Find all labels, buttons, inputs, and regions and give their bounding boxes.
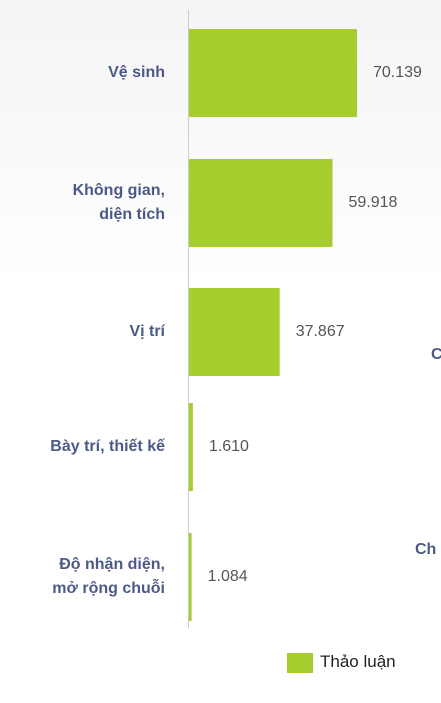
value-label: 1.084	[207, 568, 248, 585]
category-label: Vị trí	[129, 323, 165, 340]
category-label: Bày trí, thiết kế	[50, 438, 165, 455]
value-label: 37.867	[295, 323, 345, 340]
bar	[189, 288, 280, 376]
bar	[189, 533, 192, 621]
bar	[189, 29, 357, 117]
bar	[189, 159, 333, 247]
bar	[189, 403, 193, 491]
value-label: 59.918	[348, 194, 398, 211]
legend-swatch	[287, 653, 313, 673]
value-label: 70.139	[373, 64, 422, 81]
category-label: Không gian, diện tích	[72, 182, 165, 223]
category-label: Độ nhận diện, mở rộng chuỗi	[52, 556, 165, 597]
annotation: C	[431, 346, 441, 363]
category-label: Vệ sinh	[108, 64, 165, 81]
legend-label: Thảo luận	[320, 652, 396, 671]
annotation: Ch	[415, 541, 437, 558]
value-label: 1.610	[208, 438, 249, 455]
